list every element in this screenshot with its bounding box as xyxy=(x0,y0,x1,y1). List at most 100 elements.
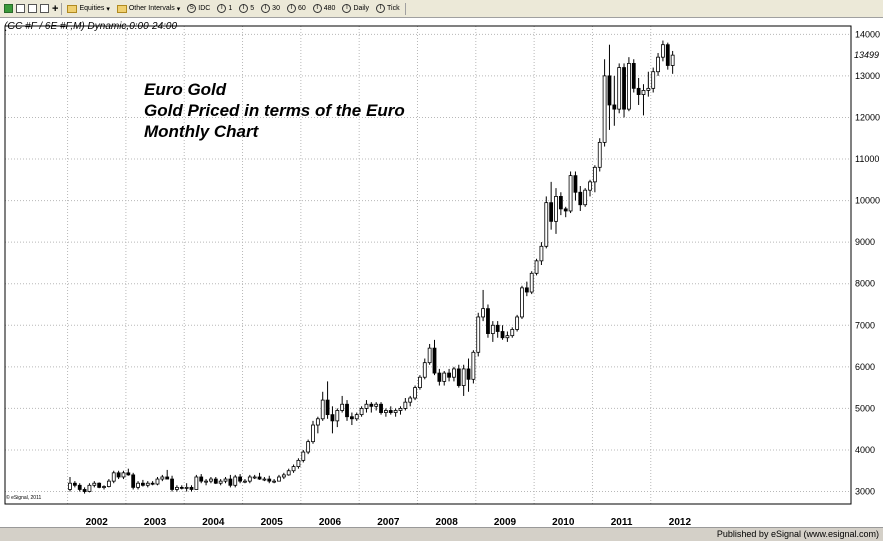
candle-body-up xyxy=(175,486,179,490)
candle-body-up xyxy=(408,397,413,403)
candle-body-down xyxy=(179,486,184,489)
chart-header: (GC #F / 6E #F,M) Dynamic,0:00-24:00 xyxy=(4,21,177,32)
interval-button-daily[interactable]: I Daily xyxy=(340,2,371,16)
folder-icon xyxy=(67,4,78,13)
copy-icon[interactable] xyxy=(28,4,37,13)
candle-body-up xyxy=(534,260,539,274)
y-tick-label: 11000 xyxy=(855,154,879,164)
candle-body-up xyxy=(544,202,549,247)
candle-body-up xyxy=(520,287,524,318)
candle-body-up xyxy=(656,56,660,73)
candle-body-up xyxy=(651,71,656,89)
add-icon[interactable]: + xyxy=(52,2,59,15)
properties-icon[interactable] xyxy=(40,4,49,13)
candle-body-down xyxy=(388,410,393,413)
candle-body-up xyxy=(92,482,97,486)
interval-label: Daily xyxy=(353,5,370,12)
candle-body-down xyxy=(126,472,131,476)
y-tick-label: 6000 xyxy=(855,362,875,372)
candle-body-down xyxy=(325,399,330,416)
candle-body-down xyxy=(238,476,243,482)
chart-window[interactable]: 3000 4000 5000 6000 7000 8000 9000 10000 11000 12… xyxy=(0,18,883,528)
candle-body-up xyxy=(194,476,199,490)
interval-label: 5 xyxy=(250,5,255,12)
candle-body-up xyxy=(481,308,486,318)
candle-body-down xyxy=(82,489,87,492)
candle-body-down xyxy=(558,196,563,210)
equities-dropdown[interactable]: Equities ▾ xyxy=(65,2,111,16)
candle-body-up xyxy=(262,478,267,481)
candles xyxy=(68,40,675,494)
chart-type-icon[interactable] xyxy=(4,4,13,13)
candle-body-up xyxy=(364,403,369,409)
x-tick-label: 2009 xyxy=(494,517,517,527)
candle-body-up xyxy=(383,410,388,413)
interval-button-60[interactable]: I 60 xyxy=(285,2,308,16)
candle-body-up xyxy=(111,472,116,482)
candlestick-chart[interactable]: 3000 4000 5000 6000 7000 8000 9000 10000 11000 12… xyxy=(0,18,883,528)
grid-lines xyxy=(5,26,851,504)
candle-body-up xyxy=(588,181,592,191)
candle-body-up xyxy=(461,368,466,386)
candle-body-up xyxy=(374,403,379,407)
candle-body-up xyxy=(539,245,544,262)
candle-body-up xyxy=(583,189,588,206)
interval-icon: I xyxy=(217,4,227,13)
equities-label: Equities xyxy=(79,5,105,12)
other-intervals-dropdown[interactable]: Other Intervals ▾ xyxy=(115,2,182,16)
candle-body-up xyxy=(422,362,427,378)
x-tick-label: 2012 xyxy=(669,517,692,527)
chevron-down-icon: ▾ xyxy=(176,5,181,13)
idc-button[interactable]: S IDC xyxy=(185,2,212,16)
interval-button-30[interactable]: I 30 xyxy=(259,2,282,16)
candle-body-down xyxy=(213,478,218,484)
candle-body-down xyxy=(636,87,641,95)
candle-body-up xyxy=(427,347,432,364)
candle-body-up xyxy=(554,196,558,222)
candle-body-up xyxy=(306,441,311,453)
candle-body-up xyxy=(529,272,534,293)
x-axis: 2002 2003 2004 2005 2006 2007 2008 2009 2010 2011… xyxy=(86,517,692,528)
candle-body-up xyxy=(311,424,315,443)
candle-body-up xyxy=(515,316,520,330)
candle-body-down xyxy=(549,202,554,222)
x-tick-label: 2008 xyxy=(436,517,459,527)
interval-icon: I xyxy=(342,4,352,13)
candle-body-up xyxy=(252,476,257,479)
candle-body-down xyxy=(495,324,500,332)
candle-body-down xyxy=(267,478,272,482)
candle-body-up xyxy=(121,472,126,478)
y-tick-label: 14000 xyxy=(855,29,880,39)
candle-body-down xyxy=(97,482,102,488)
candle-body-up xyxy=(102,486,106,488)
candle-body-down xyxy=(189,486,194,490)
x-tick-label: 2002 xyxy=(86,517,109,527)
x-tick-label: 2010 xyxy=(552,517,575,527)
candle-body-up xyxy=(272,480,277,483)
interval-button-tick[interactable]: I Tick xyxy=(374,2,402,16)
candle-body-down xyxy=(563,208,568,212)
candle-body-down xyxy=(199,476,204,482)
candle-body-up xyxy=(354,414,359,420)
candle-body-up xyxy=(296,459,301,467)
candle-body-down xyxy=(578,191,583,206)
page-icon[interactable] xyxy=(16,4,25,13)
candle-body-up xyxy=(68,482,72,490)
interval-icon: I xyxy=(286,4,296,13)
candle-body-down xyxy=(379,403,383,413)
candle-body-down xyxy=(77,484,82,490)
candle-body-down xyxy=(131,474,136,488)
candle-body-down xyxy=(500,331,505,339)
chevron-down-icon: ▾ xyxy=(106,5,110,13)
interval-label: Tick xyxy=(387,5,400,12)
candle-body-up xyxy=(87,484,92,492)
candle-body-down xyxy=(437,372,442,382)
interval-button-480[interactable]: I 480 xyxy=(311,2,338,16)
candle-body-up xyxy=(505,335,510,339)
candle-body-up xyxy=(315,418,320,426)
x-tick-label: 2007 xyxy=(377,517,400,527)
candle-body-up xyxy=(592,166,597,183)
candle-body-up xyxy=(184,486,189,489)
